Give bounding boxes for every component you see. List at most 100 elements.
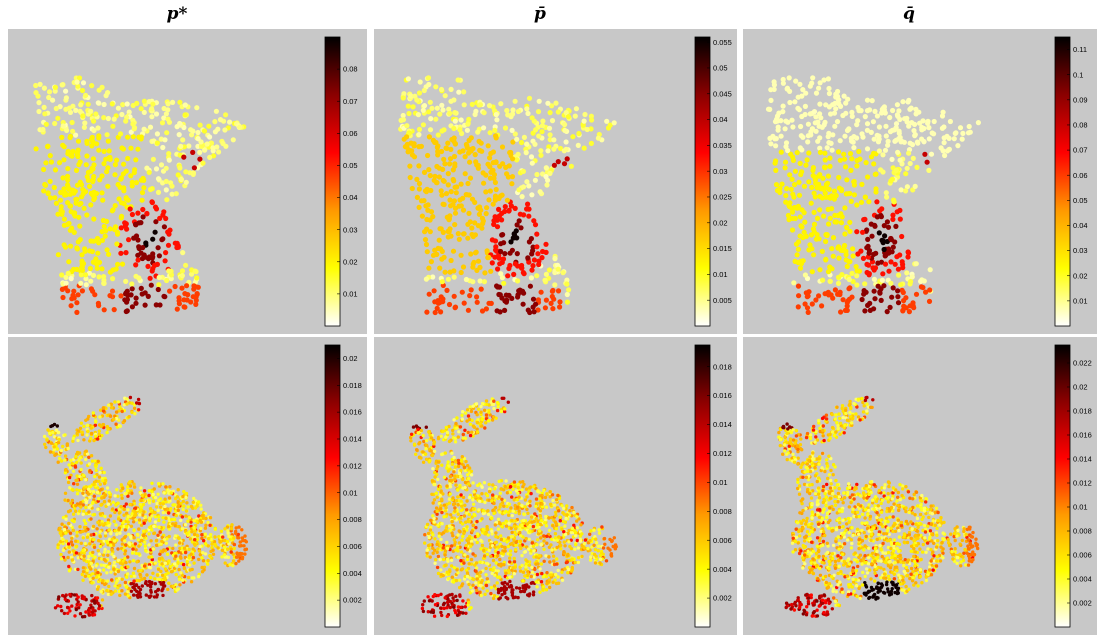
data-point xyxy=(424,216,430,223)
data-point xyxy=(421,603,425,607)
data-point xyxy=(951,136,957,142)
data-point xyxy=(876,230,882,236)
data-point xyxy=(903,305,909,311)
data-point xyxy=(797,81,803,87)
data-point xyxy=(452,210,459,216)
data-point xyxy=(424,439,429,443)
data-point xyxy=(191,500,195,504)
data-point xyxy=(876,148,882,154)
data-point xyxy=(238,554,242,558)
data-point xyxy=(183,262,189,268)
map-panel-q-bar: 0.01 0.02 0.03 0.04 0.05 0.06 0.07 0.08 0.09 0.1 0… xyxy=(743,29,1097,334)
data-point xyxy=(507,571,511,575)
data-point xyxy=(152,262,158,268)
data-point xyxy=(63,597,67,601)
data-point xyxy=(42,111,48,117)
data-point xyxy=(475,427,479,431)
data-point xyxy=(551,498,555,503)
data-point xyxy=(51,184,57,191)
data-point xyxy=(104,247,110,253)
data-point xyxy=(152,531,156,536)
data-point xyxy=(129,183,135,189)
data-point xyxy=(536,98,542,104)
data-point xyxy=(87,554,91,559)
data-point xyxy=(551,146,557,152)
data-point xyxy=(496,255,502,261)
chart-top-1: 0.010.020.030.040.050.060.070.08 xyxy=(33,36,358,327)
data-point xyxy=(128,145,134,151)
data-point xyxy=(568,163,574,169)
data-point xyxy=(64,514,68,518)
data-point xyxy=(41,188,47,194)
data-point xyxy=(187,516,192,520)
data-point xyxy=(529,251,535,257)
data-point xyxy=(118,583,122,588)
data-point xyxy=(66,611,70,615)
data-point xyxy=(817,193,823,199)
data-point xyxy=(90,459,95,463)
data-point xyxy=(502,589,507,594)
data-point xyxy=(890,212,896,218)
data-point xyxy=(135,210,141,216)
data-point xyxy=(482,481,487,485)
data-point xyxy=(48,159,55,165)
data-point xyxy=(508,239,514,245)
data-point xyxy=(904,270,910,276)
data-point xyxy=(510,495,514,499)
data-point xyxy=(805,309,811,315)
data-point xyxy=(76,201,83,207)
data-point xyxy=(57,595,61,599)
data-point xyxy=(81,566,86,570)
data-point xyxy=(801,229,807,235)
data-point xyxy=(75,530,79,534)
data-point xyxy=(906,123,912,129)
data-point xyxy=(83,92,89,98)
data-point xyxy=(67,545,71,549)
data-point xyxy=(170,99,176,105)
data-point xyxy=(509,526,513,530)
data-point xyxy=(440,613,444,618)
data-point xyxy=(473,108,479,114)
data-point xyxy=(817,80,823,86)
data-point xyxy=(88,577,93,581)
data-point xyxy=(479,593,483,598)
data-point xyxy=(435,148,441,155)
data-point xyxy=(107,499,112,503)
data-point xyxy=(167,288,173,294)
data-point xyxy=(118,250,124,256)
data-point xyxy=(468,148,474,154)
data-point xyxy=(87,510,91,514)
data-point xyxy=(443,563,447,568)
data-point xyxy=(126,565,130,569)
data-point xyxy=(114,416,119,421)
data-point xyxy=(426,610,430,614)
data-point xyxy=(825,269,832,275)
data-point xyxy=(101,579,105,583)
data-point xyxy=(78,488,82,493)
data-point xyxy=(431,288,437,294)
data-point xyxy=(156,253,162,259)
data-point xyxy=(186,505,190,509)
data-point xyxy=(884,219,890,225)
data-point xyxy=(842,133,848,139)
data-point xyxy=(55,211,61,217)
data-point xyxy=(496,569,500,573)
data-point xyxy=(849,156,855,162)
data-point xyxy=(420,122,426,128)
data-point xyxy=(106,518,111,522)
data-point xyxy=(141,529,146,533)
data-point xyxy=(432,139,438,145)
data-point xyxy=(93,474,97,479)
data-point xyxy=(153,561,158,565)
data-point xyxy=(885,246,892,252)
data-point xyxy=(138,502,142,507)
data-point xyxy=(455,598,459,603)
data-point xyxy=(437,299,443,305)
data-point xyxy=(185,531,189,536)
data-point xyxy=(911,305,917,311)
data-point xyxy=(123,528,128,532)
data-point xyxy=(833,219,840,225)
data-point xyxy=(957,125,964,131)
data-point xyxy=(182,102,188,108)
data-point xyxy=(458,578,462,582)
